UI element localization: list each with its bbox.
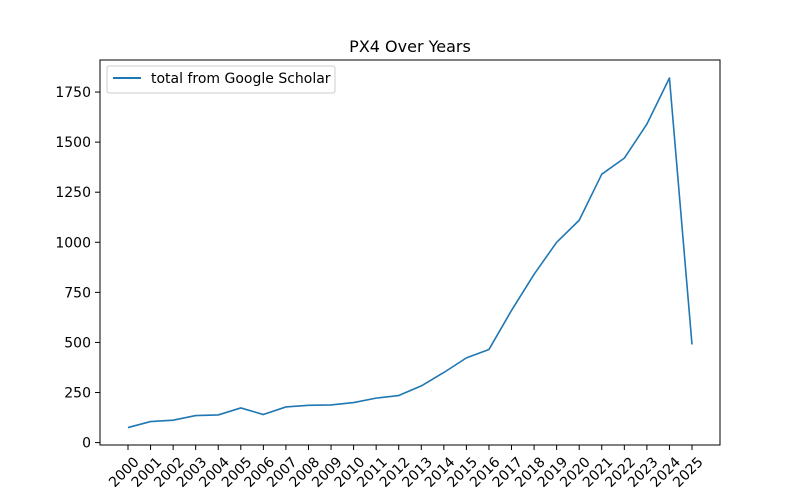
y-axis: 0 250 500 750 1000 1250 1500 1750 (55, 85, 100, 452)
y-tick-label: 500 (64, 335, 91, 351)
plot-area-frame (100, 60, 720, 445)
x-axis: 2000200120022003200420052006200720082009… (106, 445, 707, 491)
chart-title: PX4 Over Years (349, 37, 471, 56)
legend: total from Google Scholar (107, 66, 335, 93)
y-tick-label: 250 (64, 386, 91, 402)
y-tick-label: 750 (64, 285, 91, 301)
series-line (128, 78, 692, 428)
y-tick-label: 1250 (55, 185, 91, 201)
y-tick-label: 1500 (55, 135, 91, 151)
legend-label: total from Google Scholar (151, 71, 331, 87)
y-tick-label: 0 (82, 436, 91, 452)
y-tick-label: 1750 (55, 85, 91, 101)
y-tick-label: 1000 (55, 235, 91, 251)
series-layer (128, 78, 692, 428)
